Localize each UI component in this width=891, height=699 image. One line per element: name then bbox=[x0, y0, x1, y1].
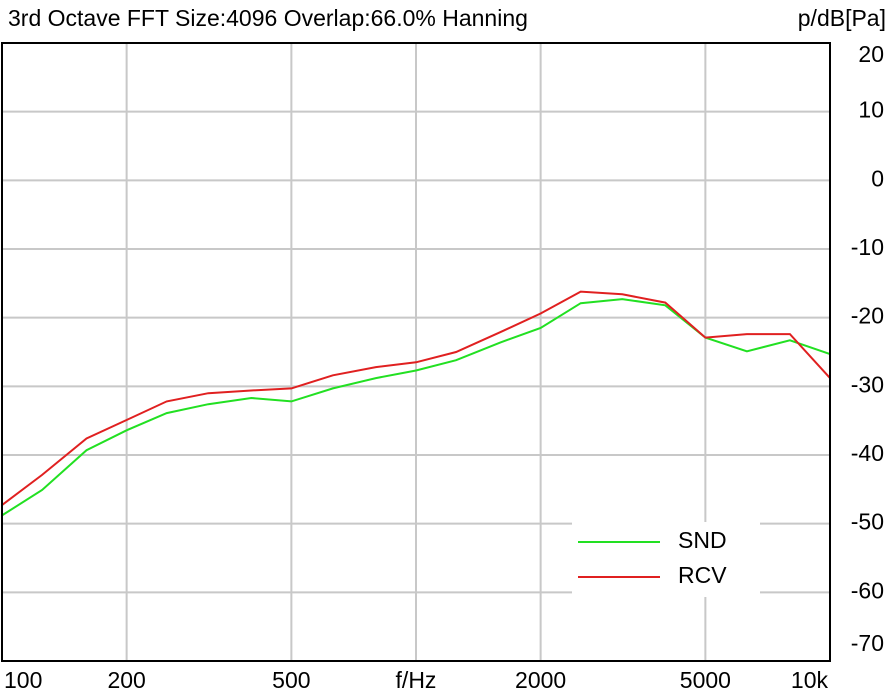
chart-title: 3rd Octave FFT Size:4096 Overlap:66.0% H… bbox=[8, 5, 528, 31]
legend: SND RCV bbox=[572, 522, 760, 597]
x-tick-label: 200 bbox=[107, 667, 145, 693]
y-tick-label: -50 bbox=[851, 509, 884, 535]
plot-frame bbox=[1, 42, 831, 662]
x-tick-label: 2000 bbox=[515, 667, 566, 693]
y-tick-label: -40 bbox=[851, 440, 884, 466]
y-tick-label: -30 bbox=[851, 371, 884, 397]
x-tick-label: 500 bbox=[272, 667, 310, 693]
y-tick-label: -70 bbox=[851, 630, 884, 656]
legend-label: SND bbox=[678, 527, 727, 553]
x-tick-label: f/Hz bbox=[396, 667, 437, 693]
x-tick-label: 100 bbox=[4, 667, 42, 693]
series-line bbox=[1, 290, 831, 506]
x-tick-label: 10k bbox=[791, 667, 829, 693]
y-axis-label: p/dB[Pa] bbox=[798, 5, 886, 31]
y-tick-label: -60 bbox=[851, 577, 884, 603]
legend-box bbox=[572, 522, 760, 597]
y-tick-label: 20 bbox=[858, 41, 884, 67]
y-tick-label: -20 bbox=[851, 303, 884, 329]
y-tick-label: 10 bbox=[858, 97, 884, 123]
legend-label: RCV bbox=[678, 562, 727, 588]
y-tick-label: 0 bbox=[871, 165, 884, 191]
x-tick-label: 5000 bbox=[680, 667, 731, 693]
y-tick-label: -10 bbox=[851, 234, 884, 260]
